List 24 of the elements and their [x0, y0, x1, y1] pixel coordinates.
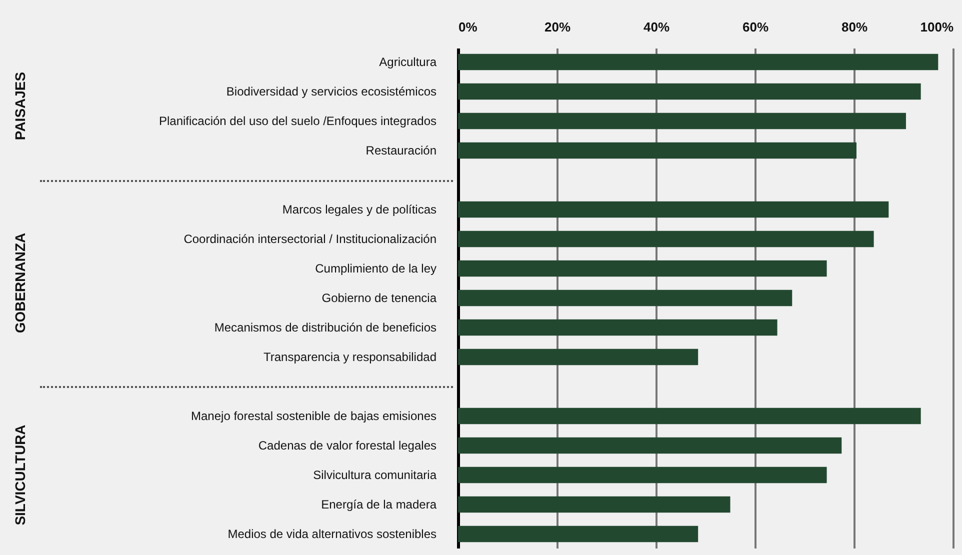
y-tick-label: Cumplimiento de la ley [315, 262, 436, 276]
text: SILVICULTURA [12, 424, 28, 526]
x-tick-label: 60% [742, 20, 769, 34]
y-tick-label: Silvicultura comunitaria [313, 468, 437, 482]
y-tick-label: Gobierno de tenencia [322, 291, 437, 305]
x-tick-label: 20% [544, 20, 571, 34]
x-tick-label: 0% [458, 20, 478, 34]
x-tick-label: 100% [920, 20, 954, 34]
y-tick-label: Cadenas de valor forestal legales [258, 438, 436, 452]
y-tick-label: Biodiversidad y servicios ecosistémicos [226, 84, 436, 99]
y-tick-label: Energía de la madera [321, 497, 437, 512]
y-tick-label: Mecanismos de distribución de beneficios [214, 320, 436, 334]
y-tick-label: Agricultura [379, 55, 437, 70]
x-tick-label: 80% [841, 20, 868, 34]
text: GOBERNANZA [12, 233, 28, 334]
y-tick-label: Restauración [366, 144, 436, 158]
y-tick-label: Manejo forestal sostenible de bajas emisiones [191, 408, 436, 423]
y-tick-label: Marcos legales y de políticas [282, 202, 436, 217]
text: PAISAJES [12, 72, 28, 140]
y-tick-label: Transparencia y responsabilidad [264, 350, 436, 364]
y-tick-label: Medios de vida alternativos sostenibles [228, 526, 436, 541]
y-tick-label: Coordinación intersectorial / Institucionalización [184, 232, 436, 246]
y-tick-label: Planificación del uso del suelo /Enfoques integrados [158, 114, 436, 128]
x-tick-label: 40% [643, 20, 670, 34]
